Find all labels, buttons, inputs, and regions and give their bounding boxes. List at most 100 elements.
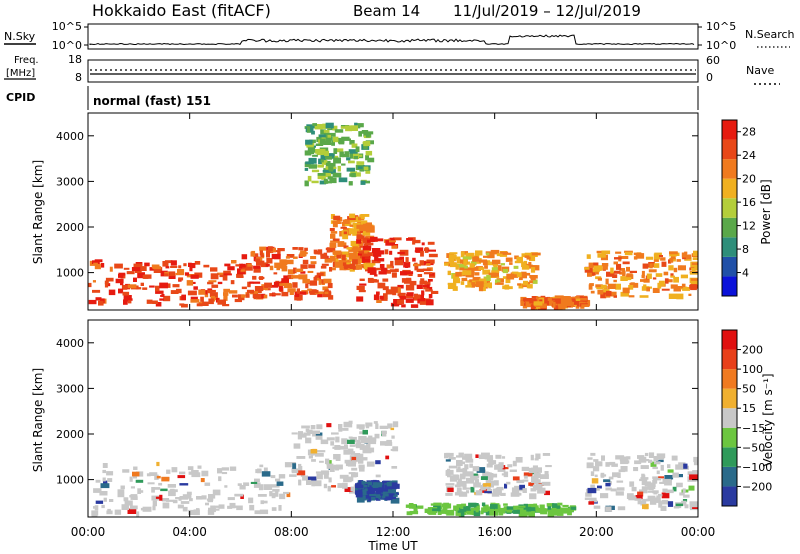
- heatmap-cell: [381, 482, 387, 487]
- heatmap-cell: [493, 473, 498, 478]
- heatmap-cell: [376, 491, 382, 495]
- heatmap-cell: [217, 299, 226, 305]
- heatmap-cell: [100, 483, 110, 489]
- heatmap-cell: [404, 271, 414, 275]
- heatmap-cell: [620, 466, 628, 472]
- heatmap-cell: [688, 485, 695, 491]
- heatmap-cell: [302, 278, 310, 284]
- heatmap-cell: [118, 274, 124, 278]
- heatmap-cell: [648, 459, 653, 463]
- heatmap-cell: [482, 260, 488, 266]
- colorbar-frame: [721, 119, 738, 297]
- heatmap-cell: [373, 421, 378, 424]
- heatmap-cell: [322, 172, 332, 178]
- heatmap-cell: [252, 293, 262, 298]
- heatmap-cell: [412, 239, 421, 244]
- heatmap-cell: [98, 300, 104, 306]
- heatmap-cell: [319, 138, 326, 145]
- heatmap-cell: [350, 171, 358, 175]
- heatmap-cell: [308, 455, 313, 459]
- heatmap-cell: [341, 136, 350, 141]
- heatmap-cell: [363, 263, 373, 270]
- heatmap-cell: [367, 440, 377, 445]
- heatmap-cell: [248, 497, 254, 504]
- heatmap-cell: [501, 473, 507, 476]
- heatmap-cell: [367, 437, 377, 442]
- heatmap-cell: [355, 491, 363, 498]
- heatmap-cell: [270, 247, 276, 253]
- heatmap-cell: [365, 227, 375, 233]
- heatmap-cell: [372, 482, 377, 488]
- heatmap-cell: [553, 304, 563, 310]
- heatmap-cell: [352, 475, 357, 478]
- heatmap-cell: [600, 284, 607, 289]
- heatmap-cell: [155, 290, 164, 294]
- heatmap-cell: [356, 123, 364, 128]
- heatmap-cell: [300, 271, 306, 274]
- velocity-y-ticks: 1000 2000 3000 4000: [56, 337, 698, 487]
- heatmap-cell: [295, 268, 304, 273]
- heatmap-cell: [533, 301, 543, 306]
- heatmap-cell: [470, 486, 475, 493]
- heatmap-cell: [428, 294, 433, 299]
- heatmap-cell: [483, 472, 492, 478]
- heatmap-cell: [156, 475, 161, 479]
- heatmap-cell: [456, 455, 461, 458]
- heatmap-cell: [658, 280, 665, 287]
- heatmap-cell: [166, 499, 175, 502]
- heatmap-cell: [638, 456, 647, 463]
- heatmap-cell: [597, 277, 602, 281]
- heatmap-cell: [342, 428, 349, 431]
- heatmap-cell: [412, 240, 416, 245]
- heatmap-cell: [253, 281, 261, 284]
- heatmap-cell: [302, 259, 309, 265]
- heatmap-cell: [482, 504, 489, 508]
- heatmap-cell: [381, 430, 387, 434]
- heatmap-cell: [664, 278, 669, 284]
- heatmap-cell: [256, 260, 265, 266]
- heatmap-cell: [486, 275, 491, 281]
- heatmap-cell: [462, 256, 472, 260]
- heatmap-cell: [459, 265, 468, 271]
- heatmap-cell: [456, 460, 463, 466]
- heatmap-cell: [534, 505, 539, 509]
- heatmap-cell: [202, 301, 209, 306]
- heatmap-cell: [525, 264, 533, 269]
- cpid-value: normal (fast) 151: [93, 94, 211, 108]
- heatmap-cell: [490, 249, 500, 255]
- heatmap-cell: [298, 431, 303, 437]
- heatmap-cell: [341, 254, 346, 261]
- heatmap-cell: [359, 169, 365, 172]
- heatmap-cell: [427, 249, 436, 252]
- heatmap-cell: [129, 298, 133, 301]
- heatmap-cell: [465, 458, 474, 463]
- heatmap-cell: [333, 157, 341, 164]
- heatmap-cell: [346, 167, 356, 172]
- heatmap-cell: [656, 459, 664, 463]
- heatmap-cell: [691, 267, 698, 271]
- heatmap-cell: [309, 280, 318, 286]
- power-y-ticks: 1000 2000 3000 4000: [56, 130, 698, 280]
- heatmap-cell: [281, 291, 289, 297]
- heatmap-cell: [667, 469, 674, 473]
- heatmap-cell: [345, 460, 355, 467]
- heatmap-cell: [125, 283, 130, 290]
- heatmap-cell: [343, 231, 348, 235]
- heatmap-cell: [492, 259, 501, 265]
- heatmap-cell: [252, 253, 259, 257]
- heatmap-cell: [320, 470, 330, 475]
- heatmap-cell: [304, 150, 312, 156]
- heatmap-cell: [249, 504, 255, 511]
- heatmap-cell: [640, 465, 649, 469]
- heatmap-cell: [523, 503, 528, 510]
- heatmap-cell: [353, 246, 359, 252]
- heatmap-cell: [513, 265, 519, 269]
- heatmap-cell: [221, 467, 229, 471]
- heatmap-cell: [320, 154, 330, 160]
- heatmap-cell: [159, 282, 168, 289]
- heatmap-cell: [595, 461, 603, 467]
- heatmap-cell: [652, 466, 658, 470]
- heatmap-cell: [683, 463, 688, 469]
- heatmap-cell: [316, 473, 323, 480]
